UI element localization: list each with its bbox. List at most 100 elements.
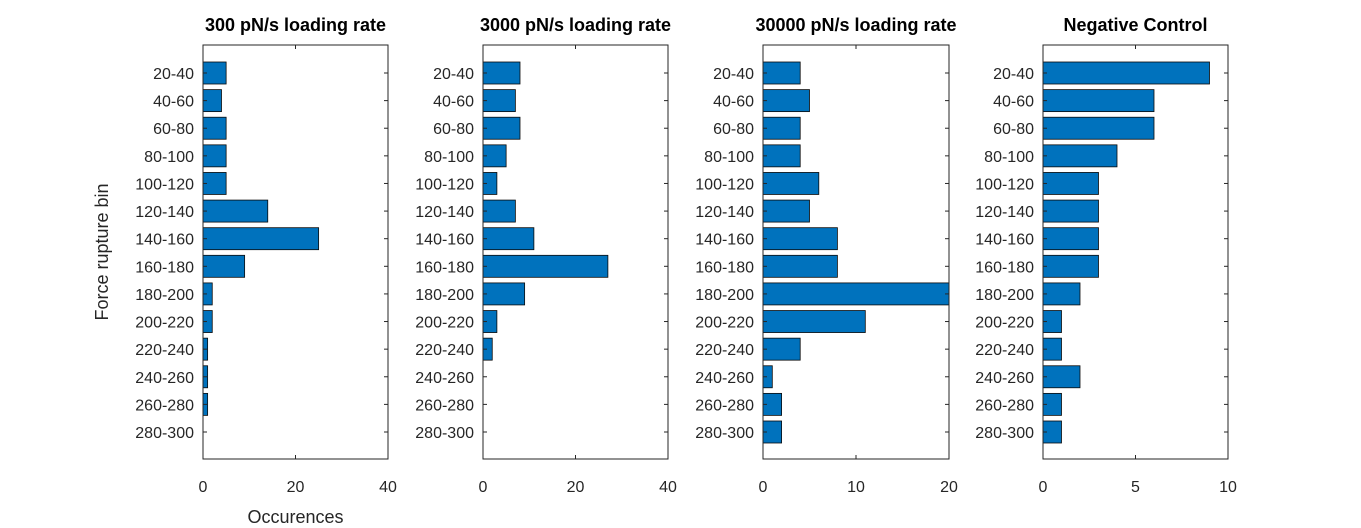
- y-tick-label: 240-260: [695, 370, 754, 387]
- bar-3-40-60: [762, 89, 810, 113]
- x-tick-label: 20: [567, 479, 585, 496]
- x-tick-label: 0: [759, 479, 768, 496]
- y-tick-label: 160-180: [975, 259, 1034, 276]
- x-axis-label: Occurences: [247, 507, 343, 527]
- bar-3-220-240: [762, 337, 801, 361]
- y-tick-label: 160-180: [415, 259, 474, 276]
- bar-4-80-100: [1042, 144, 1118, 168]
- y-tick-label: 20-40: [713, 66, 754, 83]
- y-tick-label: 120-140: [695, 204, 754, 221]
- y-tick-label: 240-260: [415, 370, 474, 387]
- y-tick-label: 20-40: [433, 66, 474, 83]
- y-tick-label: 240-260: [975, 370, 1034, 387]
- bar-2-40-60: [482, 89, 516, 113]
- bar-2-20-40: [482, 61, 521, 85]
- bar-4-100-120: [1042, 172, 1099, 195]
- y-tick-label: 40-60: [433, 94, 474, 111]
- bar-3-100-120: [762, 172, 820, 195]
- bar-2-120-140: [482, 199, 516, 223]
- y-tick-label: 80-100: [984, 149, 1034, 166]
- chart-title-3: 30000 pN/s loading rate: [755, 15, 956, 35]
- y-tick-label: 280-300: [135, 425, 194, 442]
- bar-3-160-180: [762, 254, 838, 278]
- bar-3-80-100: [762, 144, 801, 168]
- x-tick-label: 10: [847, 479, 865, 496]
- y-tick-label: 260-280: [975, 397, 1034, 414]
- bar-4-120-140: [1042, 199, 1099, 223]
- x-tick-label: 0: [199, 479, 208, 496]
- chart-title-1: 300 pN/s loading rate: [205, 15, 386, 35]
- y-tick-label: 200-220: [135, 315, 194, 332]
- y-tick-label: 180-200: [415, 287, 474, 304]
- y-tick-label: 280-300: [415, 425, 474, 442]
- y-tick-label: 220-240: [415, 342, 474, 359]
- x-tick-label: 40: [659, 479, 677, 496]
- y-tick-label: 40-60: [713, 94, 754, 111]
- x-tick-label: 20: [940, 479, 958, 496]
- y-tick-label: 140-160: [975, 232, 1034, 249]
- y-tick-label: 100-120: [415, 176, 474, 193]
- y-tick-label: 220-240: [695, 342, 754, 359]
- y-tick-label: 200-220: [975, 315, 1034, 332]
- bar-1-120-140: [202, 199, 269, 223]
- y-tick-label: 80-100: [144, 149, 194, 166]
- x-tick-label: 20: [287, 479, 305, 496]
- bar-4-240-260: [1042, 365, 1081, 389]
- y-tick-label: 280-300: [695, 425, 754, 442]
- y-tick-label: 20-40: [993, 66, 1034, 83]
- y-tick-label: 40-60: [993, 94, 1034, 111]
- y-tick-label: 40-60: [153, 94, 194, 111]
- bar-2-160-180: [482, 254, 609, 278]
- bar-4-140-160: [1042, 227, 1099, 251]
- y-tick-label: 280-300: [975, 425, 1034, 442]
- bar-4-60-80: [1042, 116, 1155, 140]
- y-tick-label: 120-140: [975, 204, 1034, 221]
- y-tick-label: 60-80: [713, 121, 754, 138]
- y-tick-label: 60-80: [433, 121, 474, 138]
- y-tick-label: 80-100: [704, 149, 754, 166]
- bar-4-180-200: [1042, 282, 1081, 306]
- x-tick-label: 0: [479, 479, 488, 496]
- bar-3-180-200: [762, 282, 950, 306]
- y-tick-label: 260-280: [135, 397, 194, 414]
- y-tick-label: 100-120: [975, 176, 1034, 193]
- y-tick-label: 140-160: [695, 232, 754, 249]
- chart-title-4: Negative Control: [1063, 15, 1207, 35]
- y-tick-label: 240-260: [135, 370, 194, 387]
- y-tick-label: 140-160: [415, 232, 474, 249]
- y-tick-label: 180-200: [975, 287, 1034, 304]
- chart-title-2: 3000 pN/s loading rate: [480, 15, 671, 35]
- y-axis-label: Force rupture bin: [92, 183, 112, 320]
- bar-2-140-160: [482, 227, 535, 251]
- x-tick-label: 5: [1131, 479, 1140, 496]
- y-tick-label: 100-120: [135, 176, 194, 193]
- x-tick-label: 40: [379, 479, 397, 496]
- y-tick-label: 200-220: [415, 315, 474, 332]
- y-tick-label: 180-200: [135, 287, 194, 304]
- y-tick-label: 100-120: [695, 176, 754, 193]
- y-tick-label: 80-100: [424, 149, 474, 166]
- x-tick-label: 10: [1219, 479, 1237, 496]
- bar-4-20-40: [1042, 61, 1210, 85]
- y-tick-label: 120-140: [415, 204, 474, 221]
- bar-2-60-80: [482, 116, 521, 140]
- y-tick-label: 260-280: [695, 397, 754, 414]
- bar-4-40-60: [1042, 89, 1155, 113]
- y-tick-label: 160-180: [135, 259, 194, 276]
- y-tick-label: 60-80: [153, 121, 194, 138]
- y-tick-label: 120-140: [135, 204, 194, 221]
- bar-3-20-40: [762, 61, 801, 85]
- y-tick-label: 220-240: [135, 342, 194, 359]
- bar-4-160-180: [1042, 254, 1099, 278]
- bar-3-140-160: [762, 227, 838, 251]
- y-tick-label: 140-160: [135, 232, 194, 249]
- bar-3-120-140: [762, 199, 810, 223]
- axes-frame-1: [202, 44, 389, 460]
- bar-1-140-160: [202, 227, 320, 251]
- x-tick-label: 0: [1039, 479, 1048, 496]
- y-tick-label: 220-240: [975, 342, 1034, 359]
- y-tick-label: 200-220: [695, 315, 754, 332]
- bar-1-160-180: [202, 254, 246, 278]
- y-tick-label: 160-180: [695, 259, 754, 276]
